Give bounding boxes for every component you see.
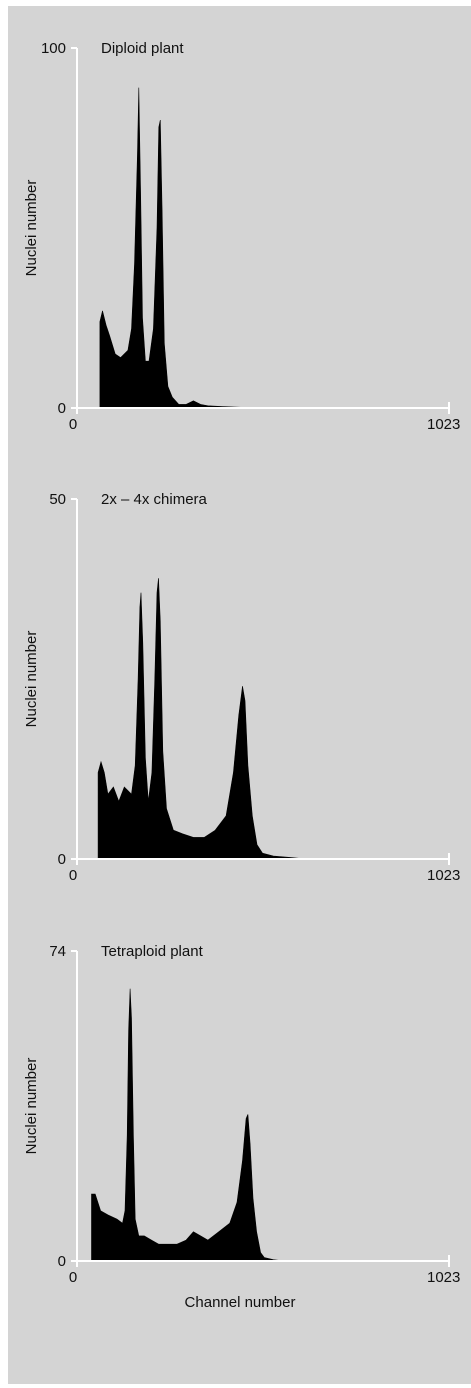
histogram-panel-1: 100 00 1023 Diploid plant Nuclei number (23, 40, 460, 433)
x-tick-label-zero: 0 (69, 1269, 77, 1286)
panel-title: 2x – 4x chimera (101, 491, 208, 508)
histogram-area (97, 578, 307, 860)
y-tick-label-max: 50 (49, 491, 66, 508)
histogram-panel-2: 50 00 1023 2x – 4x chimera Nuclei number (23, 491, 460, 884)
y-tick-label-zero: 0 (58, 851, 66, 868)
panel-title: Tetraploid plant (101, 943, 204, 960)
x-axis-title: Channel number (185, 1294, 296, 1311)
x-tick-label-max: 1023 (427, 1269, 460, 1286)
x-tick-label-max: 1023 (427, 416, 460, 433)
histogram-panel-3: 74 00 1023 Tetraploid plant Nuclei number Cha… (23, 943, 460, 1311)
y-axis-title: Nuclei number (23, 1058, 40, 1155)
figure-background: 100 0 0 1023 Diploid plant Nuclei number 50 0 0 1… (8, 6, 471, 1384)
y-axis-title: Nuclei number (23, 631, 40, 728)
histogram-area (91, 988, 285, 1262)
panel-title: Diploid plant (101, 40, 184, 57)
x-tick-label-zero: 0 (69, 416, 77, 433)
y-tick-label-zero: 0 (58, 400, 66, 417)
histogram-area (99, 87, 252, 409)
x-tick-label-max: 1023 (427, 867, 460, 884)
y-tick-label-max: 100 (41, 40, 66, 57)
y-tick-label-zero: 0 (58, 1253, 66, 1270)
x-tick-label-zero: 0 (69, 867, 77, 884)
y-axis-title: Nuclei number (23, 180, 40, 277)
y-tick-label-max: 74 (49, 943, 66, 960)
